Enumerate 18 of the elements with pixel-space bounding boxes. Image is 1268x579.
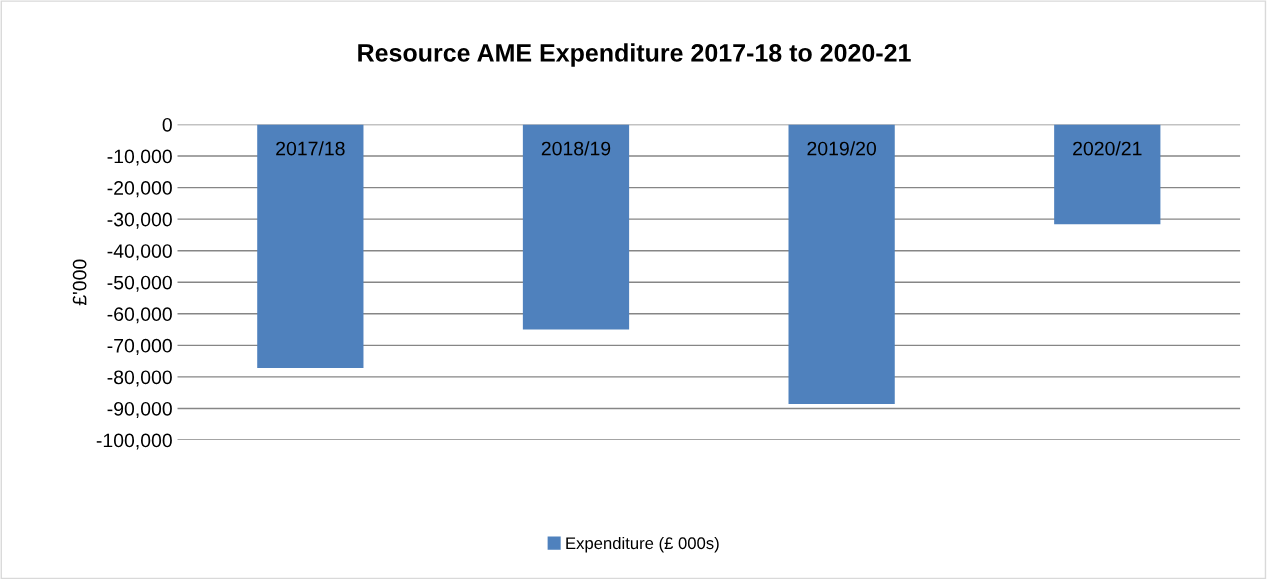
y-tick-label: -40,000 [107,244,172,261]
y-tick-label: -50,000 [107,275,172,292]
legend-label: Expenditure (£ 000s) [566,536,719,553]
x-tick-label: 2018/19 [541,141,611,156]
y-tick-label: 0 [162,117,172,132]
y-tick-label: -100,000 [96,433,172,450]
chart-title: Resource AME Expenditure 2017-18 to 2020-21 [358,43,911,67]
y-tick-label: -70,000 [107,338,172,355]
y-axis-title: £'000 [72,259,87,306]
y-tick-label: -30,000 [107,212,172,229]
x-tick-label: 2017/18 [276,141,345,156]
y-tick-label: -80,000 [107,370,172,387]
x-tick-label: 2020/21 [1073,141,1142,156]
y-tick-label: -20,000 [107,181,172,198]
y-tick-label: -90,000 [107,401,172,419]
x-tick-label: 2019/20 [807,141,877,156]
y-tick-label: -60,000 [107,307,172,324]
y-tick-label: -10,000 [107,149,172,166]
